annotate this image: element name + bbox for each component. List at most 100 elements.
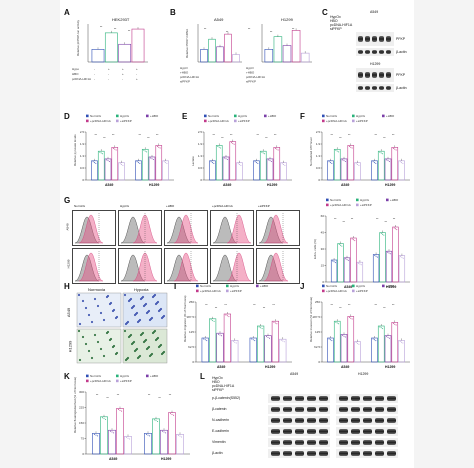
data-point — [342, 334, 344, 336]
blot-band — [339, 440, 348, 445]
condition-row-label: pcDNA-HIF1A — [72, 77, 91, 81]
histogram-control — [120, 254, 146, 282]
data-point — [240, 164, 242, 166]
bar — [231, 340, 239, 363]
bar — [377, 150, 385, 181]
flow-histogram — [72, 248, 116, 284]
data-point — [225, 158, 227, 160]
legend-label-2: +HBO — [386, 114, 395, 118]
data-point — [157, 420, 159, 422]
bar — [232, 54, 240, 63]
data-point — [268, 159, 270, 161]
data-point — [105, 418, 107, 420]
data-point — [100, 152, 102, 154]
y-tick-label: 62.5 — [314, 345, 320, 349]
legend-swatch-0 — [204, 114, 207, 118]
y-tick-label: 0.6 — [198, 166, 203, 170]
y-tick-label: 0 — [318, 360, 320, 364]
blot-band — [319, 407, 328, 412]
y-tick-label: 0 — [82, 452, 84, 456]
data-point — [357, 342, 359, 344]
data-point — [226, 315, 228, 317]
stained-cell — [115, 351, 119, 355]
bar — [160, 429, 168, 455]
data-point — [101, 417, 103, 419]
bar — [291, 30, 301, 63]
panel-title: H1299 — [281, 17, 294, 22]
data-point — [284, 164, 286, 166]
stained-cell — [81, 299, 85, 303]
bar — [91, 49, 105, 63]
condition-value: - — [108, 77, 109, 81]
bar — [271, 320, 279, 363]
blot-l-strip — [268, 394, 330, 403]
data-point — [328, 161, 330, 163]
blot-l-row-2: pcDNA-HIF1A — [212, 384, 235, 388]
blot-band — [339, 396, 348, 401]
data-point — [119, 163, 121, 165]
blot-band — [271, 418, 280, 423]
data-point — [153, 419, 155, 421]
condition-value: + — [108, 67, 110, 71]
stained-cell — [102, 354, 106, 358]
blot-band — [363, 418, 372, 423]
data-point — [379, 326, 381, 328]
histogram-control — [212, 254, 238, 282]
significance-mark: ** — [374, 303, 377, 307]
data-point — [108, 160, 110, 162]
data-point — [264, 153, 266, 155]
condition-row-label: +HBO — [246, 71, 255, 75]
data-point — [355, 163, 357, 165]
condition-row-label: pcDNA-HIF1A — [246, 75, 265, 79]
data-point — [373, 162, 375, 164]
data-point — [276, 323, 278, 325]
bar — [131, 28, 145, 63]
data-point — [336, 150, 338, 152]
data-point — [146, 151, 148, 153]
blot-band — [319, 451, 328, 456]
legend-label-0: NormOx — [326, 114, 338, 118]
histogram-sample — [226, 214, 252, 244]
condition-row-label: pcDNA-HIF1A — [180, 75, 199, 79]
legend-swatch-2 — [146, 374, 149, 378]
data-point — [341, 245, 343, 247]
panel-e-chart: NormOx HypOx +HBO +pcDNA-HIF1A +siPFKP Lactat… — [191, 114, 292, 187]
y-tick-label: 187.5 — [312, 315, 320, 319]
y-tick-label: 2.5 — [316, 130, 321, 134]
blot-band — [363, 407, 372, 412]
data-point — [350, 317, 352, 319]
blot-band — [339, 418, 348, 423]
y-tick-label: 1.9 — [316, 142, 321, 146]
data-point — [375, 255, 377, 257]
legend-swatch-1 — [352, 284, 355, 288]
panel-i-chart: NormOx HypOx +HBO +pcDNA-HIF1A +siPFKP Relati… — [183, 284, 292, 369]
y-axis-label: Relative floating/attached (% of Normoxi… — [73, 377, 77, 433]
legend-swatch-1 — [116, 114, 119, 118]
condition-value: - — [94, 67, 95, 71]
blot-band — [319, 440, 328, 445]
legend-label-4: +siPFKP — [120, 119, 132, 123]
y-tick-label: 75 — [81, 437, 85, 441]
data-point — [152, 159, 154, 161]
legend-swatch-2 — [264, 114, 267, 118]
data-point — [93, 162, 95, 164]
data-point — [351, 318, 353, 320]
blot-l-strip — [336, 449, 398, 458]
data-point — [225, 314, 227, 316]
bar — [141, 148, 149, 181]
x-tick-label: A549 — [105, 183, 113, 187]
blot-l-strip — [268, 438, 330, 447]
blot-c-row-3: siPFKP — [330, 27, 342, 31]
significance-mark: ** — [205, 303, 208, 307]
data-point — [360, 264, 362, 266]
data-point — [156, 145, 158, 147]
flow-histogram — [210, 210, 254, 246]
significance-mark: ** — [376, 217, 379, 221]
blot-c-a549-pfkp — [356, 32, 394, 46]
histogram-sample — [226, 252, 252, 282]
data-point — [113, 432, 115, 434]
data-point — [387, 336, 389, 338]
condition-row-label: HypO — [246, 66, 254, 70]
bar — [379, 232, 386, 283]
bar — [391, 322, 399, 363]
